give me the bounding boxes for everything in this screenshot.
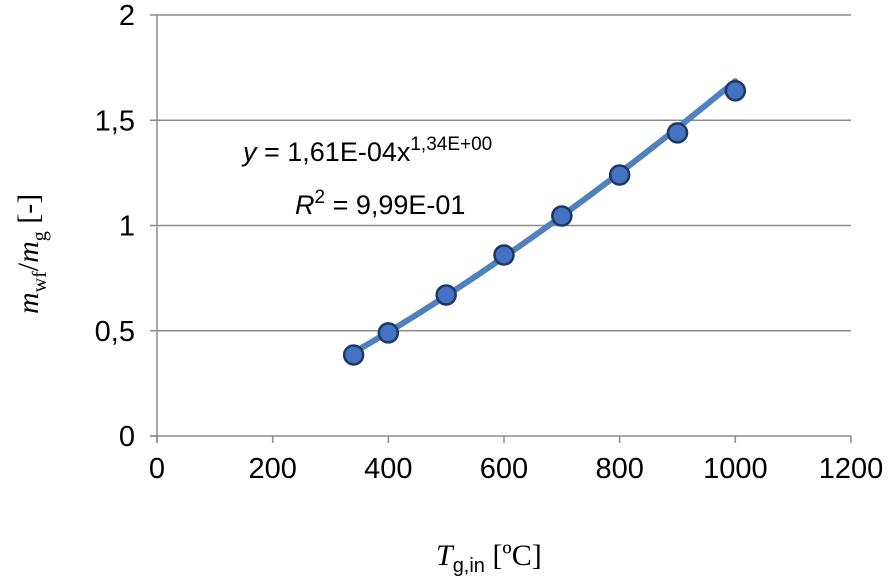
r-squared-symbol: R: [295, 190, 315, 220]
data-point-0-7: [724, 80, 747, 102]
data-point-0-1: [377, 322, 400, 344]
data-point-0-6: [666, 122, 689, 144]
x-tick-label-4: 800: [595, 453, 643, 485]
data-points: [342, 80, 747, 366]
r-squared-value: = 9,99E-01: [325, 190, 465, 220]
x-tick-label-6: 1200: [819, 453, 884, 485]
y-tick-label-2: 1: [119, 211, 135, 243]
data-point-0-5: [608, 164, 631, 186]
x-tick-label-1: 200: [248, 453, 296, 485]
y-axis-title-m1: m: [12, 292, 45, 314]
x-tick-label-2: 400: [364, 453, 412, 485]
data-point-0-4: [551, 205, 573, 227]
y-axis-title-sub2: g: [29, 231, 51, 241]
x-axis-title-sub: g,in: [453, 555, 485, 577]
y-tick-label-1: 0,5: [95, 316, 135, 348]
y-tick-label-3: 1,5: [95, 105, 135, 137]
equation-main: = 1,61E-04x: [257, 137, 411, 167]
trendline-equation: y = 1,61E-04x1,34E+00: [241, 134, 492, 167]
tick-labels: 0 0,5 1 1,5 2 0 200 400 600 800 1000 1200: [95, 0, 884, 485]
x-tick-label-3: 600: [480, 453, 528, 485]
y-axis-title-slash: /: [12, 262, 45, 271]
axes: [150, 14, 852, 443]
equation-exponent: 1,34E+00: [410, 134, 492, 155]
y-axis-title-sub1: wf: [29, 271, 51, 292]
data-point-0-2: [435, 284, 457, 306]
y-axis-title-unit: [-]: [12, 194, 45, 231]
x-tick-label-5: 1000: [703, 453, 768, 485]
y-tick-label-4: 2: [119, 0, 135, 32]
r-squared: R2 = 9,99E-01: [295, 187, 465, 220]
y-tick-label-0: 0: [119, 421, 135, 453]
x-axis-title: Tg,in [ºC]: [436, 539, 542, 577]
equation-y: y: [241, 137, 258, 167]
x-axis-title-main: T: [436, 539, 455, 572]
r-squared-sup: 2: [315, 187, 326, 208]
y-axis-title: mwf/mg [-]: [12, 194, 51, 314]
x-axis-title-unit: [ºC]: [485, 539, 542, 572]
y-axis-title-m2: m: [12, 241, 45, 263]
gridlines: [157, 14, 851, 332]
data-point-0-0: [342, 344, 365, 366]
data-point-0-3: [493, 244, 515, 266]
x-tick-label-0: 0: [149, 453, 165, 485]
